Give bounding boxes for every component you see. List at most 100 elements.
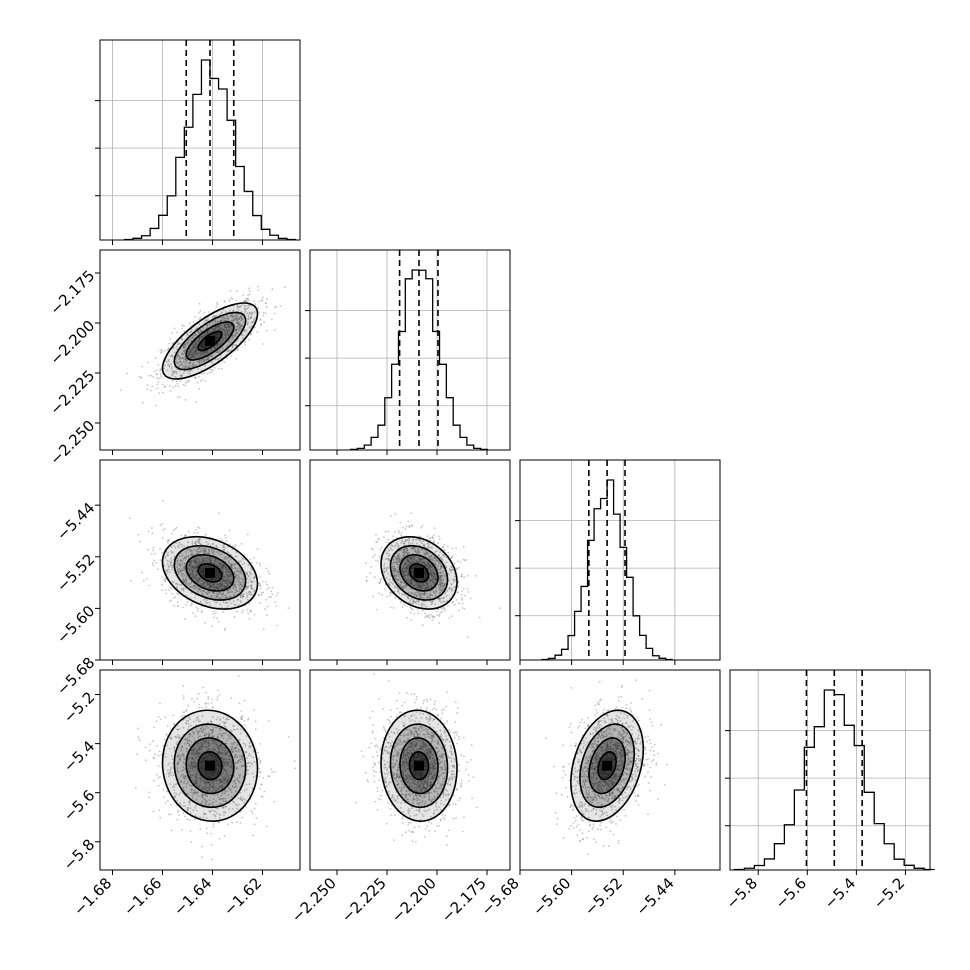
scatter-point [467,591,470,593]
scatter-point [214,358,217,361]
scatter-point [192,320,195,323]
scatter-point [215,326,218,329]
scatter-point [241,611,244,614]
scatter-point [199,316,202,319]
scatter-point [222,317,225,320]
scatter-point [232,336,235,339]
histogram-panel-3 [515,459,721,661]
scatter-point [152,546,155,549]
scatter-point [253,613,256,616]
scatter-point [463,587,465,590]
scatter-point [214,328,217,331]
scatter-point [214,325,217,328]
scatter-point [243,300,246,303]
scatter-point [246,609,249,611]
scatter-point [193,531,196,534]
scatter-point [383,536,385,538]
scatter-point [233,615,236,618]
scatter-point [262,311,265,314]
scatter-point [208,357,210,359]
scatter-panel-r3c1 [99,459,301,661]
scatter-point [427,613,430,616]
scatter-point [235,322,238,324]
scatter-point [251,812,254,815]
scatter-point [141,365,144,368]
scatter-point [394,513,397,516]
scatter-point [258,300,261,303]
scatter-point [240,710,243,712]
scatter-point [377,560,379,563]
scatter-point [287,607,290,609]
scatter-point [248,293,251,296]
scatter-point [161,391,164,394]
scatter-point [165,592,168,595]
scatter-point [379,579,382,581]
scatter-point [209,323,212,326]
scatter-point [198,361,201,363]
scatter-point [188,338,190,341]
scatter-point [255,817,258,820]
scatter-point [265,598,268,601]
scatter-point [451,615,453,618]
scatter-point [235,357,238,360]
scatter-point [271,318,273,321]
scatter-point [190,841,193,843]
scatter-point [421,609,424,612]
scatter-point [206,358,208,360]
scatter-point [182,711,185,714]
scatter-point [271,288,274,291]
scatter-point [455,547,457,550]
scatter-point [160,351,162,354]
scatter-point [224,324,226,327]
scatter-point [231,313,234,315]
scatter-point [196,334,198,336]
scatter-point [230,297,233,299]
y-tick-label: −2.250 [46,417,98,469]
scatter-point [197,340,200,342]
scatter-point [175,371,178,373]
scatter-point [247,717,250,720]
scatter-point [225,315,228,317]
scatter-point [217,343,220,345]
scatter-point [218,837,221,840]
scatter-point [188,819,191,821]
scatter-point [410,619,412,621]
scatter-point [216,358,219,361]
histogram-panel-4 [725,669,935,871]
scatter-point [147,530,150,533]
scatter-point [399,601,402,604]
scatter-point [206,324,209,327]
scatter-point [204,533,207,536]
scatter-point [438,615,441,617]
scatter-point [224,300,227,303]
scatter-point [228,326,231,329]
scatter-point [219,357,222,359]
scatter-point [159,368,162,370]
scatter-point [213,314,216,317]
scatter-point [218,320,221,323]
scatter-point [156,377,159,379]
scatter-point [410,512,413,515]
scatter-point [394,597,397,600]
scatter-point [227,317,230,319]
scatter-point [210,832,212,835]
scatter-point [175,380,178,383]
scatter-point [250,561,253,564]
scatter-point [195,345,198,348]
scatter-point [212,612,215,615]
scatter-point [162,499,164,502]
scatter-point [266,298,269,301]
scatter-point [275,594,278,597]
scatter-point [257,289,260,291]
scatter-point [217,620,220,623]
scatter-point [211,328,214,331]
scatter-point [192,363,195,366]
scatter-point [150,553,153,555]
scatter-point [279,304,282,307]
scatter-point [199,309,202,312]
scatter-point [191,353,194,356]
scatter-point [163,385,166,388]
scatter-point [152,376,155,378]
scatter-point [262,314,265,317]
scatter-point [277,592,279,594]
